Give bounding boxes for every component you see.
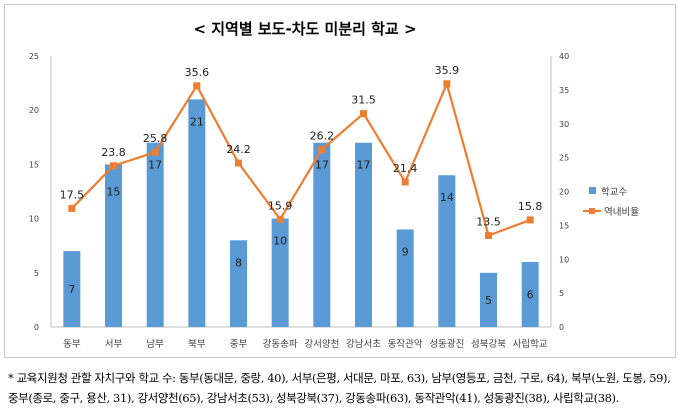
right-tick-label: 15	[559, 221, 569, 230]
ratio-value-label: 35.6	[185, 66, 210, 79]
legend-bar-swatch	[589, 187, 596, 194]
footnote: * 교육지원청 관할 자치구와 학교 수: 동부(동대문, 중랑, 40), 서…	[8, 371, 671, 405]
bar-value-label: 17	[315, 159, 329, 172]
chart-title: < 지역별 보도-차도 미분리 학교 >	[193, 20, 416, 38]
ratio-marker	[68, 204, 76, 212]
right-tick-label: 0	[559, 323, 564, 332]
left-tick-label: 20	[29, 106, 39, 115]
bar	[355, 142, 372, 327]
bar	[271, 218, 289, 327]
ratio-value-label: 26.2	[310, 129, 335, 142]
bar-value-label: 9	[402, 245, 409, 258]
chart: < 지역별 보도-차도 미분리 학교 > 0 5 10 15 20 25 0 5 10 15 20 2…	[29, 20, 639, 350]
right-tick-label: 25	[559, 154, 569, 163]
ratio-value-label: 35.9	[435, 64, 460, 77]
ratio-value-label: 23.8	[101, 146, 126, 159]
category-label: 성동광진	[429, 338, 464, 350]
ratio-marker	[443, 80, 451, 88]
bar	[188, 99, 206, 327]
ratio-marker	[151, 148, 159, 156]
left-tick-label: 15	[29, 160, 39, 169]
ratio-value-label: 21.4	[393, 162, 418, 175]
legend-line-marker	[589, 208, 595, 214]
category-label: 서부	[105, 339, 123, 350]
ratio-marker	[485, 232, 492, 240]
ratio-marker	[360, 110, 367, 118]
bar	[313, 142, 331, 327]
bar-value-label: 8	[235, 256, 242, 269]
right-tick-label: 40	[559, 52, 569, 61]
left-tick-label: 25	[29, 52, 39, 61]
ratio-line	[71, 80, 531, 237]
legend-line-label: 역내비율	[604, 207, 639, 218]
ratio-value-label: 24.2	[226, 143, 251, 156]
bar-value-label: 5	[485, 294, 492, 307]
legend-bar-label: 학교수	[601, 187, 627, 198]
bar	[480, 272, 497, 327]
left-tick-label: 5	[34, 269, 39, 278]
category-label: 강동송파	[263, 339, 298, 350]
bar-value-label: 7	[68, 283, 75, 296]
bar-value-label: 21	[190, 115, 204, 128]
ratio-value-label: 15.8	[518, 200, 543, 213]
ratio-value-label: 31.5	[351, 94, 376, 107]
ratio-value-label: 25.8	[143, 132, 168, 145]
bar-value-label: 15	[107, 185, 121, 198]
ratio-marker	[526, 216, 534, 224]
bar	[105, 164, 122, 327]
ratio-marker	[276, 215, 284, 223]
category-label: 중부	[230, 339, 248, 350]
bar	[521, 261, 539, 327]
right-tick-label: 20	[559, 188, 569, 197]
bar	[230, 240, 247, 327]
right-tick-label: 35	[559, 86, 569, 95]
category-label: 동부	[63, 339, 81, 350]
bar-value-label: 6	[527, 288, 534, 301]
bar-value-label: 17	[357, 159, 371, 172]
ratio-marker	[318, 145, 326, 153]
category-label: 북부	[188, 339, 206, 350]
bar	[438, 175, 456, 327]
bar	[63, 251, 81, 327]
bar	[146, 142, 164, 327]
ratio-marker	[193, 82, 201, 90]
ratio-value-label: 13.5	[476, 216, 501, 229]
category-label: 성북강북	[471, 339, 506, 350]
category-label: 사립학교	[513, 338, 548, 350]
ratio-marker	[235, 159, 242, 167]
ratio-value-label: 15.9	[268, 199, 293, 212]
bar-value-label: 14	[440, 191, 454, 204]
category-label: 강남서초	[346, 339, 381, 350]
right-tick-label: 5	[559, 289, 564, 298]
category-label: 강서양천	[304, 339, 339, 350]
chart-frame: < 지역별 보도-차도 미분리 학교 > 0 5 10 15 20 25 0 5 10 15 20 2…	[4, 4, 676, 358]
category-label: 동작관악	[388, 338, 423, 350]
left-tick-label: 10	[29, 215, 39, 224]
ratio-marker	[401, 178, 409, 186]
ratio-value-label: 17.5	[60, 188, 85, 201]
right-tick-label: 30	[559, 120, 569, 129]
bar-value-label: 17	[148, 159, 162, 172]
bar-value-label: 10	[273, 235, 287, 248]
category-label: 남부	[146, 339, 164, 350]
left-tick-label: 0	[34, 323, 39, 332]
ratio-marker	[110, 162, 117, 170]
right-tick-label: 10	[559, 255, 569, 264]
bar	[396, 229, 414, 327]
